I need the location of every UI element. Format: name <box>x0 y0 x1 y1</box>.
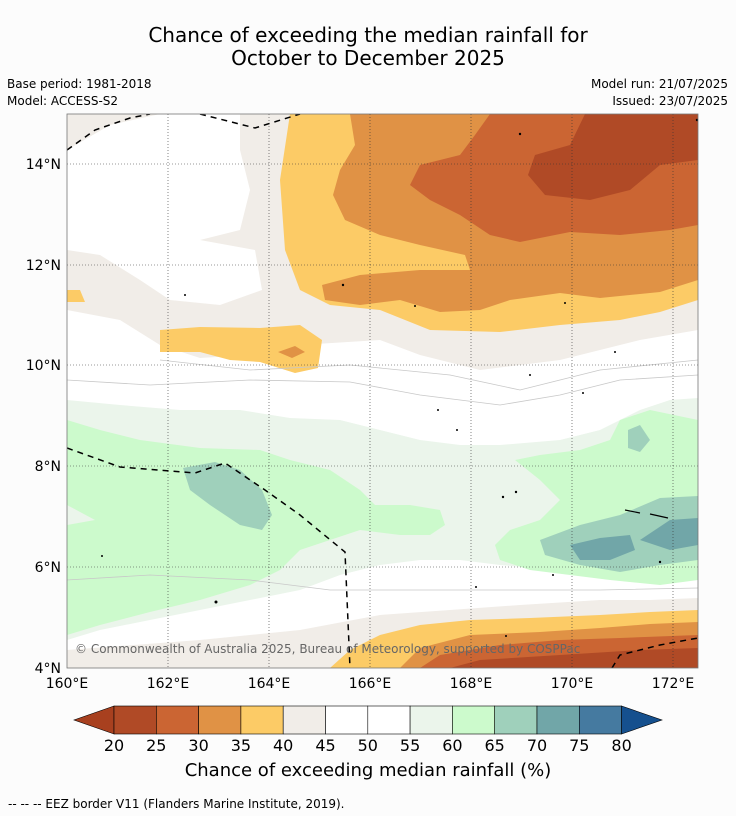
model-name: Model: ACCESS-S2 <box>7 94 119 108</box>
atoll-outlines <box>624 509 669 519</box>
lat-tick: 8°N <box>35 459 61 475</box>
colorbar-swatch <box>452 705 495 735</box>
contour-70-75 <box>570 535 635 560</box>
colorbar-tick-label: 20 <box>103 736 125 755</box>
colorbar-swatch <box>325 705 369 735</box>
lon-tick-labels: 160°E 162°E 164°E 166°E 168°E 170°E 172°… <box>46 676 695 692</box>
colorbar-tick-label: 30 <box>188 736 209 755</box>
colorbar-tick-label: 65 <box>484 736 505 755</box>
lon-tick: 164°E <box>248 676 291 692</box>
lat-tick: 4°N <box>35 661 61 677</box>
contour-40-45-west <box>160 325 322 373</box>
eez-border <box>67 114 698 668</box>
copyright-notice: © Commonwealth of Australia 2025, Bureau… <box>75 642 580 656</box>
lat-tick: 12°N <box>26 258 61 274</box>
contour-65-70-blob <box>628 425 650 452</box>
colorbar-arrow-high <box>621 705 663 735</box>
colorbar-tick-label: 60 <box>442 736 463 755</box>
colorbar-tick-label: 45 <box>315 736 336 755</box>
colorbar-swatch <box>240 705 284 735</box>
contour-25-30 <box>528 114 698 200</box>
colorbar-tick-label: 25 <box>146 736 167 755</box>
rainfall-map: © Commonwealth of Australia 2025, Bureau… <box>26 113 699 735</box>
islands <box>101 118 698 637</box>
colorbar-swatch <box>578 705 622 735</box>
colorbar-tick-label: 70 <box>526 736 548 755</box>
model-run: Model run: 21/07/2025 <box>590 77 728 91</box>
colorbar-tick-label: 50 <box>357 736 378 755</box>
colorbar-tick-label: 75 <box>569 736 590 755</box>
colorbar-title: Chance of exceeding median rainfall (%) <box>184 760 552 781</box>
map-frame <box>66 113 699 669</box>
gridlines <box>67 114 698 668</box>
lon-tick: 168°E <box>450 676 493 692</box>
lon-tick: 160°E <box>46 676 89 692</box>
lat-tick-labels: 14°N 12°N 10°N 8°N 6°N 4°N <box>26 157 61 677</box>
contour-35-40-blob <box>278 346 305 358</box>
colorbar-swatch <box>409 705 453 735</box>
lon-tick: 162°E <box>147 676 190 692</box>
contour-25-30-south <box>450 648 698 668</box>
contour-40-45-edge <box>67 290 85 302</box>
eez-footnote: -- -- -- EEZ border V11 (Flanders Marine… <box>8 797 345 811</box>
colorbar-swatch <box>536 705 580 735</box>
issued-date: Issued: 23/07/2025 <box>612 94 728 108</box>
colorbar <box>73 705 663 735</box>
lon-tick: 166°E <box>349 676 392 692</box>
colorbar-swatch <box>282 705 326 735</box>
lat-tick: 14°N <box>26 157 61 173</box>
title-line-1: Chance of exceeding the median rainfall … <box>148 23 588 47</box>
lon-tick: 172°E <box>652 676 695 692</box>
colorbar-swatch <box>156 705 199 735</box>
contour-70-75-b <box>640 518 698 550</box>
colorbar-tick-label: 55 <box>399 736 421 755</box>
colorbar-swatch <box>494 705 538 735</box>
colorbar-tick-label: 40 <box>273 736 294 755</box>
colorbar-swatch <box>367 705 411 735</box>
lon-tick: 170°E <box>551 676 594 692</box>
lat-tick: 10°N <box>26 358 61 374</box>
contour-lines <box>67 359 698 591</box>
colorbar-tick-label: 80 <box>611 736 632 755</box>
colorbar-swatch <box>113 705 157 735</box>
contour-50-55-pocket <box>67 114 262 305</box>
colorbar-tick-label: 35 <box>230 736 252 755</box>
lat-tick: 6°N <box>35 560 61 576</box>
base-period: Base period: 1981-2018 <box>7 77 152 91</box>
map-contours <box>67 114 698 668</box>
colorbar-arrow-low <box>73 705 115 735</box>
colorbar-swatch <box>198 705 242 735</box>
title-line-2: October to December 2025 <box>231 46 505 70</box>
